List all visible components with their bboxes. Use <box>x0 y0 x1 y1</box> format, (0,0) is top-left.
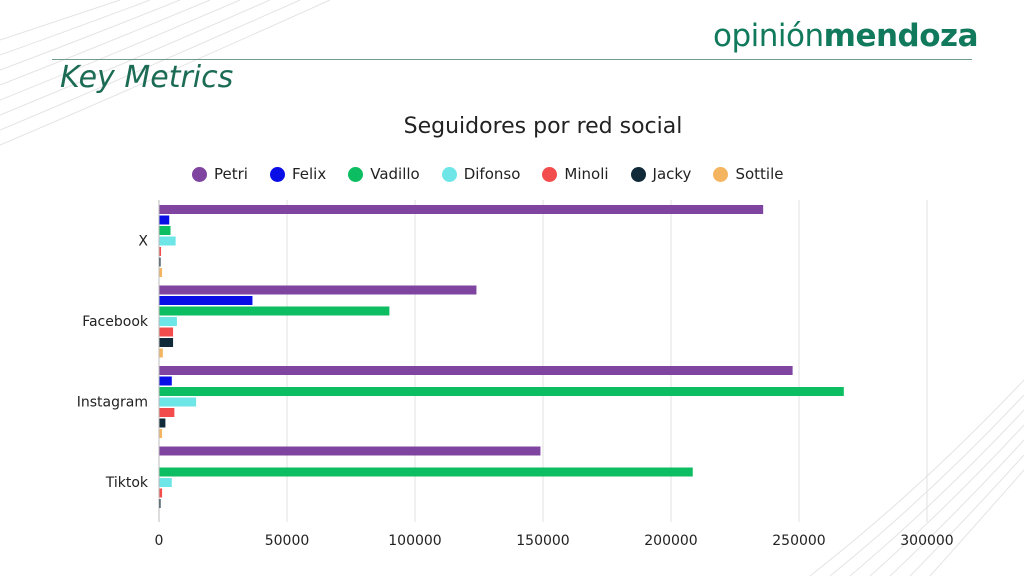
bar-minoli-instagram <box>159 408 175 417</box>
bar-sottile-facebook <box>159 348 163 358</box>
brand-logo-bold: mendoza <box>823 18 979 54</box>
page-title: Key Metrics <box>60 60 234 95</box>
bar-minoli-facebook <box>159 327 174 337</box>
legend-swatch-felix <box>269 166 285 182</box>
bar-difonso-facebook <box>159 317 177 326</box>
bar-vadillo-tiktok <box>159 467 693 477</box>
legend-label: Vadillo <box>370 165 420 183</box>
bar-minoli-tiktok <box>159 488 163 498</box>
bar-sottile-instagram <box>159 429 163 438</box>
x-tick-label: 300000 <box>900 533 953 549</box>
legend-label: Difonso <box>463 165 521 183</box>
bar-difonso-tiktok <box>159 478 172 487</box>
x-tick-label: 250000 <box>772 533 825 549</box>
bar-vadillo-x <box>159 226 171 235</box>
bar-jacky-tiktok <box>159 499 161 508</box>
bar-difonso-instagram <box>159 397 197 407</box>
bar-minoli-x <box>159 247 162 256</box>
legend-label: Jacky <box>652 165 692 183</box>
x-tick-label: 100000 <box>388 533 441 549</box>
y-category-label: Tiktok <box>105 475 149 491</box>
bar-petri-instagram <box>159 366 793 375</box>
legend-label: Minoli <box>564 165 609 183</box>
y-category-label: X <box>138 233 148 249</box>
bar-vadillo-instagram <box>159 387 844 396</box>
brand-logo: opiniónmendoza <box>713 18 979 54</box>
y-category-label: Facebook <box>82 314 149 330</box>
bar-jacky-instagram <box>159 418 166 428</box>
legend-swatch-petri <box>192 166 207 182</box>
bar-felix-facebook <box>159 296 253 305</box>
chart-legend: Petri Felix Vadillo Difonso Minoli Jacky Sotti… <box>192 165 805 183</box>
bar-petri-facebook <box>159 285 477 295</box>
header-divider <box>52 59 972 60</box>
bar-felix-instagram <box>159 376 172 386</box>
legend-item-petri: Petri <box>192 165 248 183</box>
legend-label: Sottile <box>735 165 784 183</box>
legend-label: Felix <box>291 165 327 183</box>
legend-item-felix: Felix <box>269 165 327 183</box>
legend-item-jacky: Jacky <box>630 165 692 183</box>
bar-jacky-x <box>159 257 161 267</box>
bar-petri-tiktok <box>159 446 541 456</box>
x-tick-label: 0 <box>155 533 164 549</box>
x-tick-label: 150000 <box>516 533 569 549</box>
legend-item-sottile: Sottile <box>713 165 783 183</box>
legend-swatch-difonso <box>441 166 457 182</box>
legend-swatch-minoli <box>542 166 558 182</box>
bar-petri-x <box>159 205 764 214</box>
legend-swatch-sottile <box>713 166 729 182</box>
legend-swatch-vadillo <box>348 166 364 182</box>
y-category-label: Instagram <box>77 394 148 410</box>
legend-item-vadillo: Vadillo <box>348 165 420 183</box>
legend-item-minoli: Minoli <box>542 165 609 183</box>
legend-label: Petri <box>214 165 248 183</box>
legend-swatch-jacky <box>630 166 646 182</box>
brand-logo-light: opinión <box>713 18 824 54</box>
bar-vadillo-facebook <box>159 306 390 316</box>
chart-title: Seguidores por red social <box>403 114 683 139</box>
bar-jacky-facebook <box>159 338 174 347</box>
bar-difonso-x <box>159 236 176 246</box>
bar-sottile-x <box>159 268 163 277</box>
bar-felix-x <box>159 215 170 225</box>
legend-item-difonso: Difonso <box>441 165 521 183</box>
x-tick-label: 200000 <box>644 533 697 549</box>
x-tick-label: 50000 <box>265 533 310 549</box>
